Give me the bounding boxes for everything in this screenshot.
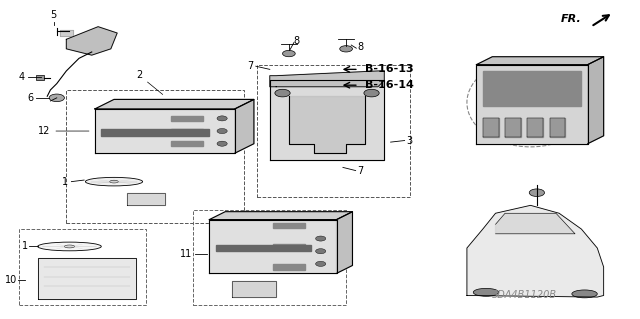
- Circle shape: [364, 89, 379, 97]
- Polygon shape: [270, 80, 384, 160]
- Circle shape: [316, 236, 326, 241]
- Polygon shape: [467, 205, 604, 297]
- Polygon shape: [588, 57, 604, 144]
- Polygon shape: [273, 244, 305, 249]
- Ellipse shape: [65, 245, 75, 248]
- Text: 3: 3: [406, 136, 413, 145]
- Polygon shape: [495, 213, 575, 234]
- Text: 1: 1: [62, 177, 68, 187]
- Polygon shape: [67, 27, 117, 55]
- Ellipse shape: [572, 290, 597, 298]
- Text: FR.: FR.: [561, 14, 581, 24]
- Bar: [60, 30, 73, 36]
- Text: 8: 8: [358, 42, 364, 52]
- Circle shape: [316, 249, 326, 254]
- Polygon shape: [101, 130, 209, 136]
- Ellipse shape: [109, 180, 118, 183]
- Polygon shape: [235, 100, 254, 153]
- Polygon shape: [273, 264, 305, 270]
- Polygon shape: [483, 118, 499, 137]
- Text: 12: 12: [38, 126, 89, 136]
- Text: 4: 4: [19, 72, 25, 82]
- Text: 7: 7: [357, 166, 363, 175]
- Polygon shape: [232, 281, 276, 297]
- Text: 1: 1: [22, 241, 28, 251]
- Polygon shape: [172, 116, 203, 121]
- Circle shape: [217, 141, 227, 146]
- Polygon shape: [483, 71, 581, 106]
- Polygon shape: [550, 118, 566, 137]
- Polygon shape: [172, 141, 203, 146]
- Polygon shape: [209, 219, 337, 273]
- Text: SDA4B1120B: SDA4B1120B: [492, 291, 557, 300]
- Polygon shape: [127, 193, 165, 205]
- Text: 8: 8: [293, 36, 300, 46]
- Circle shape: [340, 46, 353, 52]
- Circle shape: [217, 129, 227, 134]
- Circle shape: [49, 94, 65, 102]
- Polygon shape: [505, 118, 521, 137]
- Polygon shape: [273, 223, 305, 228]
- Bar: [193, 210, 346, 305]
- Polygon shape: [95, 100, 254, 109]
- Polygon shape: [476, 65, 588, 144]
- Circle shape: [316, 261, 326, 266]
- Bar: [36, 75, 44, 80]
- Polygon shape: [60, 30, 73, 36]
- Text: 5: 5: [51, 10, 57, 20]
- Text: 7: 7: [248, 61, 254, 71]
- Bar: [67, 90, 244, 223]
- Ellipse shape: [85, 177, 143, 186]
- Text: 10: 10: [4, 275, 17, 285]
- Circle shape: [529, 189, 545, 197]
- Polygon shape: [270, 71, 384, 87]
- Ellipse shape: [38, 242, 101, 251]
- Polygon shape: [38, 257, 136, 299]
- Bar: [257, 65, 410, 197]
- Polygon shape: [95, 109, 235, 153]
- Polygon shape: [289, 96, 365, 153]
- Polygon shape: [527, 118, 543, 137]
- Circle shape: [275, 89, 290, 97]
- Polygon shape: [209, 212, 353, 219]
- Bar: [19, 229, 146, 305]
- Polygon shape: [337, 212, 353, 273]
- Text: 11: 11: [180, 249, 192, 259]
- Polygon shape: [216, 245, 311, 251]
- Circle shape: [217, 116, 227, 121]
- Text: 2: 2: [136, 70, 163, 94]
- Text: B-16-13: B-16-13: [365, 64, 414, 74]
- Text: 6: 6: [27, 93, 33, 103]
- Polygon shape: [476, 57, 604, 65]
- Text: B-16-14: B-16-14: [365, 80, 414, 90]
- Polygon shape: [172, 129, 203, 134]
- Ellipse shape: [474, 288, 499, 296]
- Circle shape: [282, 50, 295, 57]
